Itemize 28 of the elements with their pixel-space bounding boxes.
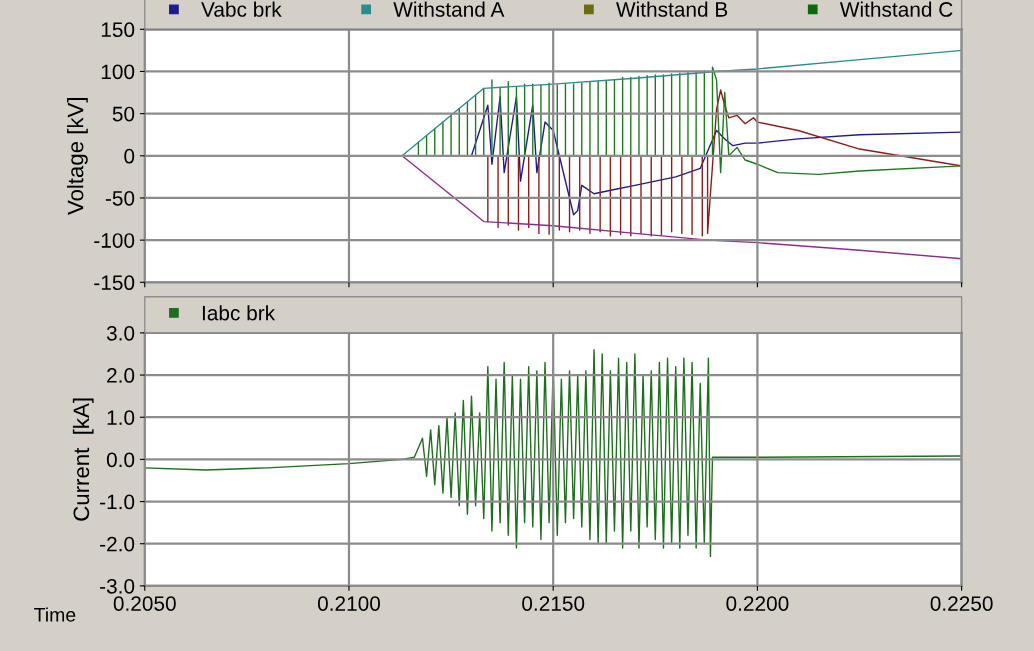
x-axis-title: Time xyxy=(34,607,76,622)
y-tick-label: -100 xyxy=(94,233,135,248)
y-tick-label: 2.0 xyxy=(107,368,135,383)
y-tick-label: 50 xyxy=(112,106,135,122)
line-series xyxy=(144,349,962,558)
y-tick-label: 100 xyxy=(101,64,135,80)
x-tick-label: 0.2200 xyxy=(726,596,789,611)
y-tick-label: -1.0 xyxy=(100,494,135,510)
y-tick-label: -3.0 xyxy=(100,578,135,594)
x-tick-label: 0.2100 xyxy=(317,596,381,611)
x-tick-label: 0.2150 xyxy=(522,596,585,611)
y-tick-label: 0 xyxy=(124,148,135,164)
legend-label: Iabc brk xyxy=(202,305,276,321)
y-tick-label: -50 xyxy=(105,190,135,206)
x-tick-label: 0.2050 xyxy=(113,596,176,611)
legend-label: Vabc brk xyxy=(201,1,282,17)
y-tick-label: 3.0 xyxy=(106,325,135,341)
y-axis-title: Voltage [kV] xyxy=(67,98,88,215)
y-tick-label: -2.0 xyxy=(100,536,135,552)
legend-label: Withstand C xyxy=(839,1,953,17)
y-tick-label: 150 xyxy=(101,22,135,38)
y-axis-title: Current [kA] xyxy=(72,398,94,521)
y-tick-label: 0.0 xyxy=(106,452,135,468)
x-tick-label: 0.2250 xyxy=(930,596,993,611)
legend-label: Withstand B xyxy=(616,1,728,17)
legend-label: Withstand A xyxy=(393,1,505,17)
y-tick-label: 1.0 xyxy=(107,410,135,425)
y-tick-label: -150 xyxy=(94,275,135,291)
